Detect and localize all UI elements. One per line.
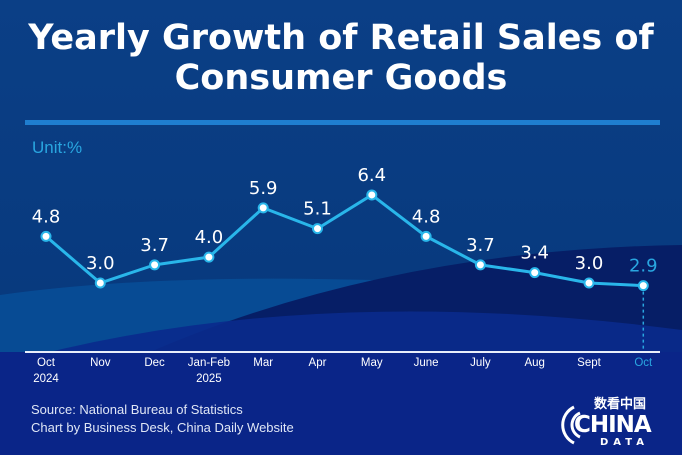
x-tick-label: May <box>361 357 383 369</box>
x-tick-label: Oct <box>634 357 653 369</box>
chart-title-line-1: Yearly Growth of Retail Sales of <box>28 18 654 58</box>
data-label: 4.0 <box>195 227 224 248</box>
data-label: 2.9 <box>629 256 658 277</box>
chart-title-line-2: Consumer Goods <box>174 58 508 98</box>
data-point <box>312 223 323 235</box>
series-line <box>45 193 644 288</box>
data-label: 5.1 <box>303 199 332 220</box>
data-point <box>40 230 52 242</box>
data-label: 4.8 <box>412 206 441 227</box>
x-tick-label: 2024 <box>33 373 59 385</box>
data-point <box>637 280 649 292</box>
data-label: 3.7 <box>466 235 495 256</box>
data-label: 3.7 <box>140 235 169 256</box>
data-label: 3.0 <box>86 253 115 274</box>
x-tick-label: Oct <box>37 357 56 369</box>
credit-text: Chart by Business Desk, China Daily Webs… <box>31 420 294 435</box>
x-tick-label: Mar <box>253 357 273 369</box>
data-point <box>257 202 269 214</box>
unit-label: Unit:% <box>32 138 83 157</box>
data-point <box>94 277 106 289</box>
data-point <box>529 267 541 279</box>
data-point <box>366 189 378 201</box>
x-tick-label: Aug <box>524 357 544 369</box>
data-point <box>149 259 161 271</box>
logo-chinese-text: 数看中国 <box>594 396 646 412</box>
x-tick-label: Jan-Feb <box>188 357 230 369</box>
x-tick-label: June <box>414 357 439 369</box>
x-tick-label: 2025 <box>196 373 222 385</box>
x-tick-label: July <box>470 357 491 369</box>
logo-sub-text: DATA <box>600 437 649 447</box>
data-point <box>203 251 215 263</box>
header-divider <box>25 120 660 125</box>
china-data-logo: 数看中国 CHINA DATA <box>560 395 655 448</box>
source-text: Source: National Bureau of Statistics <box>31 402 243 417</box>
data-label: 6.4 <box>357 165 386 186</box>
data-label: 5.9 <box>249 178 278 199</box>
data-label: 3.4 <box>520 243 549 264</box>
x-tick-label: Apr <box>309 357 327 369</box>
data-label: 3.0 <box>575 253 604 274</box>
data-label: 4.8 <box>32 206 61 227</box>
data-point <box>474 259 486 271</box>
logo-main-text: CHINA <box>574 412 652 438</box>
x-tick-label: Sept <box>577 357 601 369</box>
data-point <box>583 277 595 289</box>
x-tick-label: Nov <box>90 357 111 369</box>
data-point <box>420 230 432 242</box>
x-axis-line <box>25 351 660 353</box>
x-tick-label: Dec <box>144 357 165 369</box>
